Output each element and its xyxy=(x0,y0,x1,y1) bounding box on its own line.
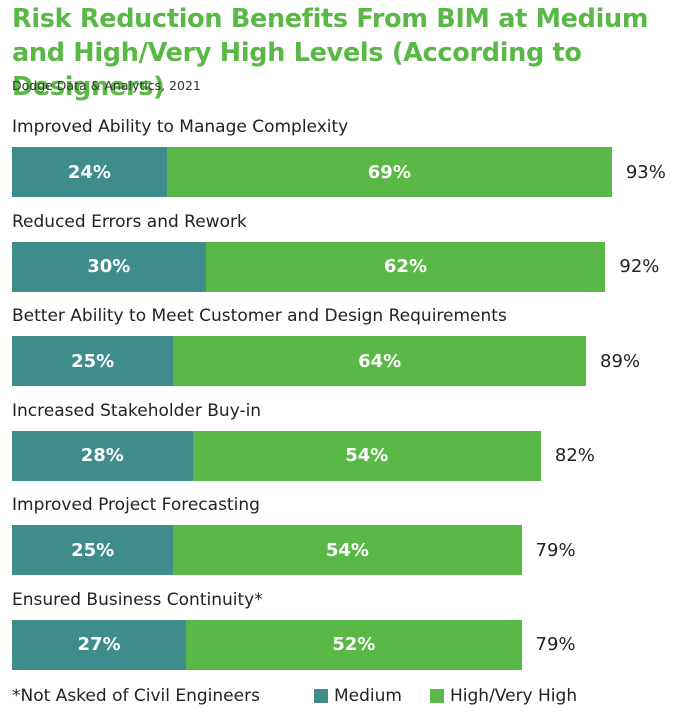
bar-segment-high: 52% xyxy=(186,619,522,670)
category-label: Improved Project Forecasting xyxy=(12,495,260,515)
category-label: Ensured Business Continuity* xyxy=(12,589,263,610)
bar-segment-high: 64% xyxy=(173,336,587,386)
bar-total-label: 93% xyxy=(625,161,666,183)
bar-total-label: 89% xyxy=(600,350,641,372)
bar-total-label: 82% xyxy=(554,445,595,466)
legend-swatch-medium xyxy=(314,689,328,703)
bar-segment-medium: 30% xyxy=(12,241,206,292)
category-label: Improved Ability to Manage Complexity xyxy=(12,117,349,137)
bar-total-label: 79% xyxy=(535,634,576,655)
legend-high: High/Very High xyxy=(430,686,577,706)
chart-source: Dodge Data & Analytics, 2021 xyxy=(12,78,201,93)
bar-segment-medium: 27% xyxy=(12,619,187,670)
bar-segment-high: 54% xyxy=(173,525,522,575)
category-label: Increased Stakeholder Buy-in xyxy=(12,400,262,421)
bar-segment-medium: 25% xyxy=(12,336,174,386)
bar-total-label: 79% xyxy=(535,539,576,561)
legend-swatch-high xyxy=(430,689,444,703)
legend-label-high: High/Very High xyxy=(450,686,578,706)
legend-label-medium: Medium xyxy=(334,686,402,706)
bar-segment-high: 54% xyxy=(192,430,541,481)
legend-medium: Medium xyxy=(314,686,402,706)
chart-title: Risk Reduction Benefits From BIM at Medi… xyxy=(12,4,649,102)
bar-segment-high: 69% xyxy=(166,147,612,197)
category-label: Reduced Errors and Rework xyxy=(12,211,247,232)
bar-total-label: 92% xyxy=(619,256,660,277)
bar-segment-medium: 25% xyxy=(12,525,174,575)
category-label: Better Ability to Meet Customer and Desi… xyxy=(12,306,507,326)
bar-segment-medium: 24% xyxy=(12,147,167,197)
bar-segment-high: 62% xyxy=(205,241,606,292)
chart-footnote: *Not Asked of Civil Engineers xyxy=(12,686,260,706)
bar-segment-medium: 28% xyxy=(12,430,193,481)
